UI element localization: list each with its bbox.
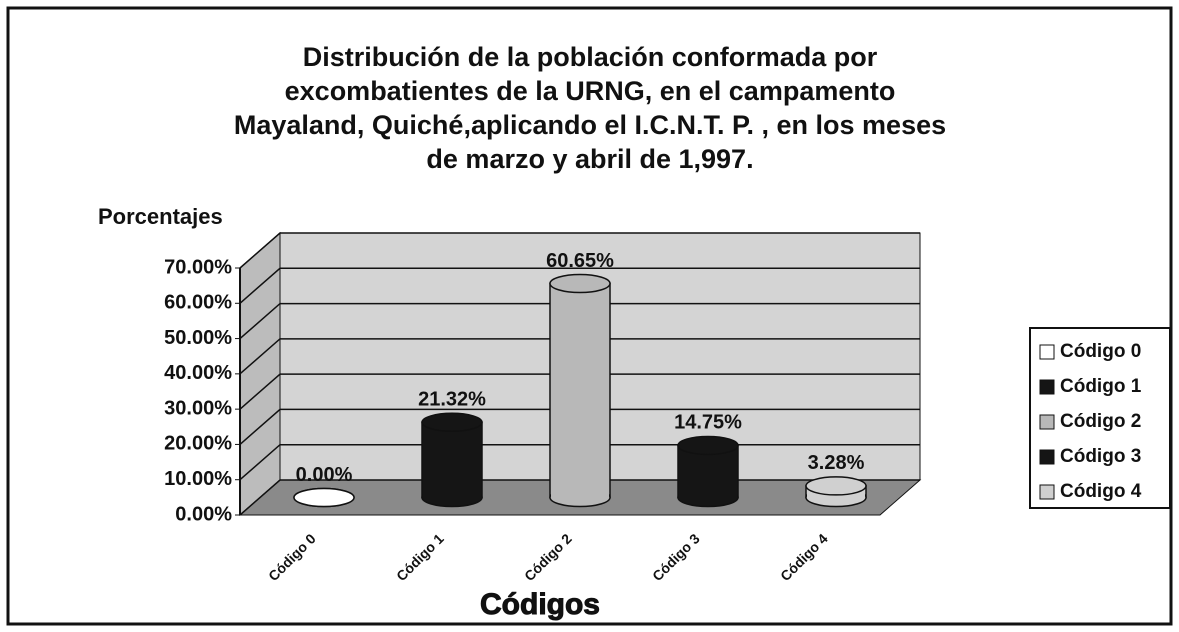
- bar-top: [677, 435, 739, 456]
- bar-top: [421, 412, 483, 433]
- bar-top: [293, 487, 355, 508]
- value-label: 0.00%: [296, 464, 353, 486]
- x-tick-label: Código 1: [393, 530, 447, 584]
- grid-line: [239, 338, 920, 375]
- grid-line: [239, 408, 920, 445]
- y-tick-label: 50.00%: [164, 327, 232, 349]
- legend-swatch: [1039, 344, 1055, 360]
- y-axis-label: Porcentajes: [98, 204, 223, 229]
- grid-line: [239, 302, 920, 340]
- y-tick-label: 0.00%: [175, 503, 232, 525]
- value-label: 3.28%: [808, 452, 865, 474]
- y-tick-label: 70.00%: [164, 256, 232, 278]
- legend-swatch: [1039, 449, 1055, 465]
- x-tick-label: Código 4: [777, 530, 831, 584]
- bar-fill: [551, 283, 609, 498]
- frame: [6, 6, 1173, 626]
- bar-fill: [423, 422, 481, 498]
- legend-label: Código 4: [1060, 481, 1142, 502]
- value-label: 21.32%: [418, 389, 486, 411]
- x-tick-label: Código 0: [265, 530, 319, 584]
- legend-label: Código 3: [1060, 446, 1141, 467]
- legend-swatch: [1039, 484, 1055, 500]
- y-tick-label: 20.00%: [164, 433, 232, 455]
- legend-label: Código 1: [1060, 376, 1142, 397]
- legend-box: [1029, 327, 1171, 509]
- chart-title: Distribución de la población conformada …: [233, 42, 947, 174]
- x-tick-label: Código 2: [521, 530, 575, 584]
- bar-top: [549, 273, 611, 294]
- x-tick-label: Código 3: [649, 530, 703, 584]
- grid-line: [239, 267, 920, 304]
- legend-swatch: [1039, 379, 1055, 395]
- legend-label: Código 2: [1060, 411, 1141, 432]
- grid-line: [239, 373, 920, 410]
- y-tick-label: 40.00%: [164, 362, 232, 384]
- grid-line: [239, 232, 920, 269]
- y-tick-label: 30.00%: [164, 397, 232, 419]
- legend-swatch: [1039, 414, 1055, 430]
- x-axis-label: Códigos: [480, 588, 600, 621]
- value-label: 60.65%: [546, 250, 614, 272]
- y-tick-label: 10.00%: [164, 468, 232, 490]
- y-tick-label: 60.00%: [164, 292, 232, 314]
- value-label: 14.75%: [674, 412, 742, 434]
- legend-label: Código 0: [1060, 341, 1141, 362]
- side-wall: [239, 231, 281, 517]
- bar-top: [805, 476, 867, 496]
